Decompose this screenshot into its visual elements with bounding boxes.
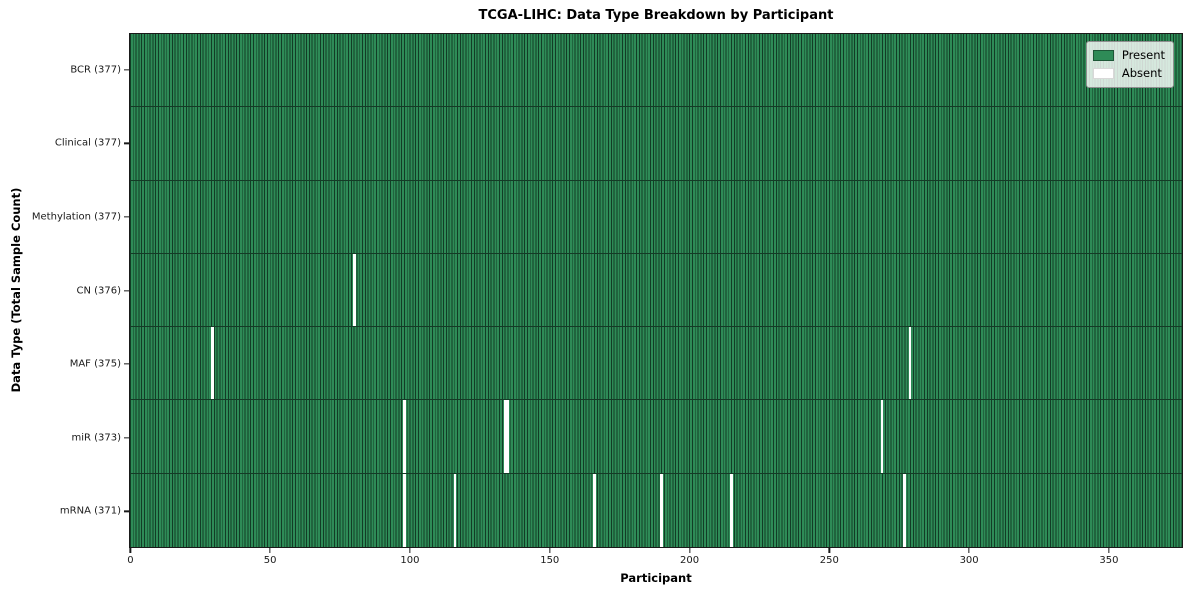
y-tick-label-mRNA: mRNA (371) [59,505,121,517]
heatmap-row-Clinical [130,107,1182,181]
absent-gap [902,473,906,547]
x-tick-mark [688,548,691,553]
y-tick-label-Methylation: Methylation (377) [31,211,121,223]
plot-area: Present Absent [129,33,1183,548]
legend: Present Absent [1085,41,1174,88]
x-tick-label-300: 300 [959,555,979,566]
absent-gap [403,473,407,547]
legend-entry-absent: Absent [1092,65,1165,83]
absent-gap [908,327,912,400]
y-tick-label-Clinical: Clinical (377) [54,137,121,149]
x-tick-mark [1108,548,1110,553]
absent-gap [506,400,510,473]
absent-gap [880,400,884,473]
y-tick-label-CN: CN (376) [76,285,121,296]
y-tick-mark [124,436,129,439]
absent-swatch-icon [1092,67,1114,79]
absent-gap [210,327,214,400]
absent-gap [729,473,733,547]
y-tick-label-miR: miR (373) [71,432,121,444]
x-tick-mark [409,548,411,553]
heatmap-row-mRNA [130,473,1182,547]
x-tick-label-350: 350 [1099,555,1119,566]
absent-gap [593,473,596,547]
legend-absent-label: Absent [1121,65,1162,80]
x-tick-mark [549,548,551,553]
y-tick-mark [124,289,129,292]
x-tick-label-0: 0 [127,555,134,566]
x-axis-label: Participant [620,571,692,585]
x-tick-mark [269,548,271,553]
x-tick-label-50: 50 [263,555,277,566]
chart-title: TCGA-LIHC: Data Type Breakdown by Partic… [478,8,834,23]
absent-gap [403,400,407,473]
y-tick-mark [124,363,129,365]
absent-gap [353,253,357,327]
y-tick-mark [124,142,129,144]
heatmap-row-BCR [130,34,1182,108]
x-tick-label-200: 200 [680,555,700,566]
present-swatch-icon [1092,50,1114,62]
x-tick-mark [828,548,830,553]
legend-entry-present: Present [1092,47,1165,65]
absent-gap [453,473,457,547]
x-tick-label-250: 250 [819,555,839,566]
y-tick-label-MAF: MAF (375) [69,358,121,370]
legend-present-label: Present [1121,48,1165,62]
x-tick-label-150: 150 [540,555,560,566]
absent-gap [503,400,507,473]
heatmap-row-miR [130,400,1182,474]
y-tick-mark [124,216,129,218]
heatmap-row-CN [130,253,1182,328]
y-tick-label-BCR: BCR (377) [70,64,121,76]
heatmap-row-Methylation [130,181,1182,254]
y-tick-mark [124,69,129,71]
x-tick-mark [968,548,970,553]
heatmap-row-MAF [130,327,1182,401]
absent-gap [660,473,663,547]
y-tick-mark [124,510,129,512]
x-tick-mark [129,548,132,553]
x-tick-label-100: 100 [400,555,420,566]
